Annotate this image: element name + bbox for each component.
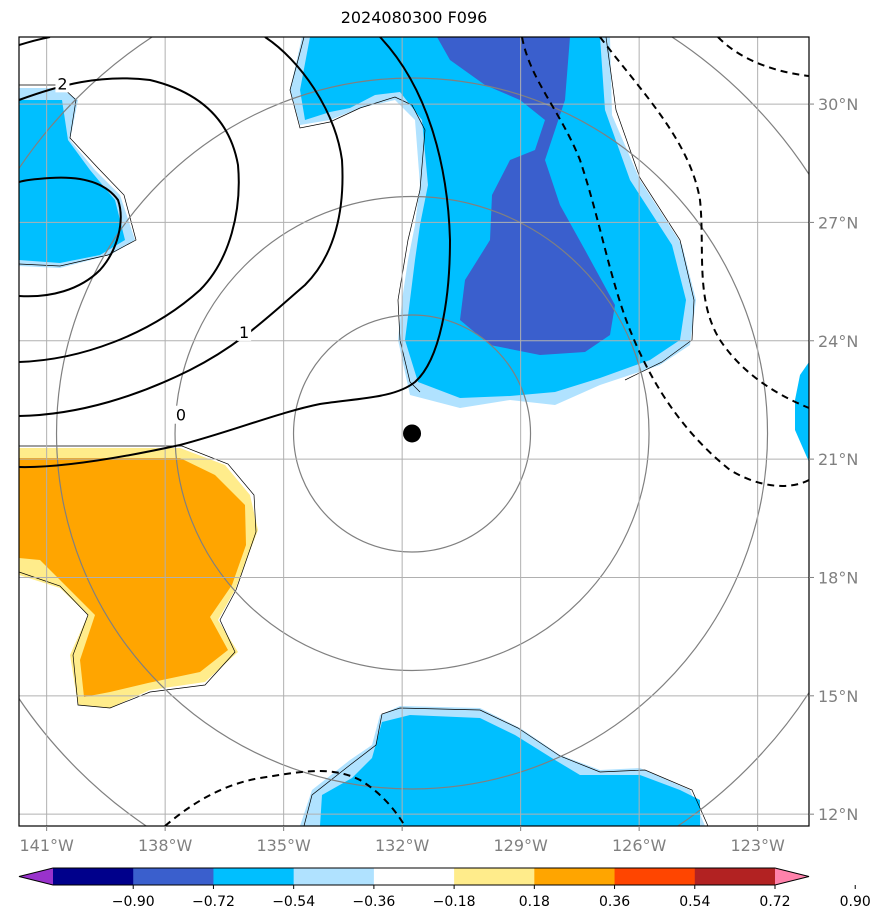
dashed-contours bbox=[164, 37, 809, 826]
chart-title: 2024080300 F096 bbox=[340, 8, 488, 27]
contour-label-1: 1 bbox=[239, 323, 249, 342]
colorbar-extend-low bbox=[19, 868, 53, 885]
contour-label-2: 0 bbox=[176, 406, 186, 425]
colorbar-label-7: 0.54 bbox=[679, 894, 710, 910]
contour-label-0: 2 bbox=[57, 74, 67, 93]
colorbar-segment-3 bbox=[293, 868, 375, 885]
contour-1 bbox=[19, 37, 344, 417]
range-ring-1 bbox=[174, 195, 650, 672]
colorbar-label-5: 0.18 bbox=[519, 894, 550, 910]
y-tick-label-1: 27°N bbox=[818, 213, 858, 232]
plot-frame bbox=[18, 36, 810, 827]
colorbar-label-4: −0.18 bbox=[433, 894, 476, 910]
fill-east-blue bbox=[795, 362, 809, 462]
colorbar-segment-2 bbox=[213, 868, 295, 885]
colorbar-label-2: −0.54 bbox=[272, 894, 315, 910]
y-tick-label-5: 15°N bbox=[818, 687, 858, 706]
solid-contours bbox=[19, 37, 452, 469]
storm-center-marker bbox=[403, 424, 422, 443]
colorbar: −0.90 −0.72 −0.54 −0.36 −0.18 0.18 0.36 0.54 0.7… bbox=[18, 867, 871, 910]
contour-label-bg-0 bbox=[55, 74, 70, 93]
colorbar-segment-8 bbox=[694, 868, 776, 885]
colorbar-segment-1 bbox=[133, 868, 214, 885]
x-tick-label-1: 138°W bbox=[138, 836, 193, 855]
x-tick-label-3: 132°W bbox=[375, 836, 430, 855]
range-ring-2 bbox=[55, 77, 769, 790]
y-tick-label-0: 30°N bbox=[818, 95, 858, 114]
contour-label-bg-1 bbox=[237, 322, 252, 341]
y-tick-labels: 30°N 27°N 24°N 21°N 18°N 15°N 12°N bbox=[809, 95, 858, 824]
x-tick-label-2: 135°W bbox=[256, 836, 311, 855]
x-tick-label-0: 141°W bbox=[19, 836, 74, 855]
colorbar-segment-4 bbox=[373, 868, 455, 885]
y-tick-label-3: 21°N bbox=[818, 450, 858, 469]
colorbar-segment-6 bbox=[534, 868, 616, 885]
colorbar-segment-7 bbox=[614, 868, 696, 885]
contour-label-bg-2 bbox=[173, 405, 188, 424]
y-tick-label-6: 12°N bbox=[818, 805, 858, 824]
contour-top bbox=[19, 37, 51, 46]
colorbar-segment-0 bbox=[53, 868, 134, 885]
contour-3 bbox=[19, 176, 122, 298]
grid bbox=[19, 37, 809, 826]
x-tick-label-5: 126°W bbox=[612, 836, 667, 855]
contour-labels: 2 1 0 bbox=[55, 74, 252, 425]
contour-0 bbox=[19, 37, 452, 469]
colorbar-label-3: −0.36 bbox=[352, 894, 395, 910]
x-tick-label-6: 123°W bbox=[730, 836, 785, 855]
colorbar-label-8: 0.72 bbox=[759, 894, 790, 910]
range-ring-0 bbox=[292, 314, 532, 553]
colorbar-label-9: 0.90 bbox=[840, 894, 871, 910]
anomaly-fills bbox=[19, 37, 809, 826]
fill-s-blue bbox=[320, 715, 700, 826]
colorbar-segment-5 bbox=[454, 868, 535, 885]
colorbar-outline bbox=[18, 867, 810, 886]
y-tick-label-4: 18°N bbox=[818, 568, 858, 587]
colorbar-label-0: −0.90 bbox=[112, 894, 155, 910]
x-tick-label-4: 129°W bbox=[493, 836, 548, 855]
colorbar-label-6: 0.36 bbox=[599, 894, 630, 910]
fill-ne-dark-blue bbox=[437, 37, 615, 355]
y-tick-label-2: 24°N bbox=[818, 332, 858, 351]
colorbar-label-1: −0.72 bbox=[192, 894, 235, 910]
x-tick-labels: 141°W 138°W 135°W 132°W 129°W 126°W 123°W bbox=[19, 826, 785, 855]
contour-2 bbox=[19, 77, 240, 363]
colorbar-extend-high bbox=[775, 868, 809, 885]
anomaly-outlines bbox=[19, 37, 709, 826]
